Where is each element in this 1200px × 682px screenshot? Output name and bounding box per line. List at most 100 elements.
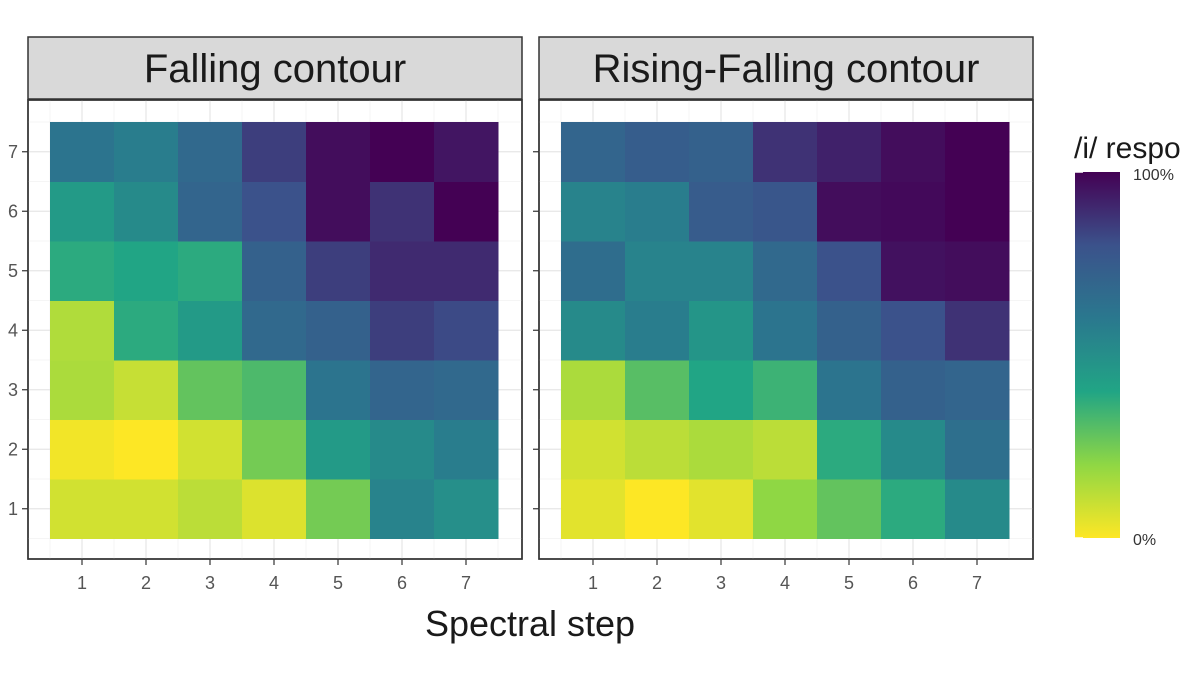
heatmap-tile [370,479,435,539]
heatmap-tile [945,241,1010,301]
heatmap-tile [434,419,499,480]
colorbar-legend: /i/ respo 100% 0% [1074,132,1181,549]
x-tick-label: 6 [397,573,407,593]
heatmap-tile [881,241,946,301]
legend-min-label: 0% [1133,532,1156,549]
heatmap-tile [881,181,946,242]
heatmap-tile [306,300,371,361]
heatmap-tile [689,419,754,480]
y-tick-label: 1 [8,499,18,519]
strip-falling-contour [27,36,523,100]
heatmap-tile [242,300,307,361]
heatmap-tile [561,241,626,301]
heatmap-tile [881,479,946,539]
heatmap-tile [625,300,690,361]
heatmap-tile [434,479,499,539]
y-tick-label: 2 [8,439,18,459]
heatmap-tile [561,181,626,242]
panel-border [27,99,523,560]
heatmap-tile [945,360,1010,420]
heatmap-tile [434,300,499,361]
heatmap-tile [689,300,754,361]
x-tick-label: 5 [333,573,343,593]
heatmap-tile [689,241,754,301]
heatmap-tile [306,122,371,182]
strip-rising-falling-contour [538,36,1034,100]
heatmap-tile [114,479,179,539]
heatmap-tile [434,360,499,420]
heatmap-tile [50,300,115,361]
heatmap-tile [178,241,243,301]
heatmap-tile [50,419,115,480]
heatmap-tile [881,360,946,420]
heatmap-tile [881,300,946,361]
heatmap-tile [178,360,243,420]
heatmap-tile [945,122,1010,182]
heatmap-tile [434,122,499,182]
panel-border [538,99,1034,560]
heatmap-tile [561,419,626,480]
colorbar-ticks [1075,171,1083,539]
heatmap-tile [242,241,307,301]
x-tick-label: 5 [844,573,854,593]
heatmap-tile [242,122,307,182]
heatmap-tile [817,181,882,242]
x-tick-label: 4 [780,573,790,593]
heatmap-tiles-rising-falling [538,99,1034,560]
heatmap-tile [306,360,371,420]
heatmap-tile [242,360,307,420]
heatmap-tile [306,181,371,242]
heatmap-tile [370,360,435,420]
heatmap-tile [50,479,115,539]
heatmap-tile [689,360,754,420]
heatmap-tile [753,419,818,480]
heatmap-tile [817,360,882,420]
heatmap-tile [561,300,626,361]
heatmap-tile [178,181,243,242]
heatmap-tile [178,479,243,539]
heatmap-tile [753,181,818,242]
panel-title-falling-contour: Falling contour [144,47,406,91]
heatmap-tile [178,300,243,361]
x-tick-label: 1 [77,573,87,593]
heatmap-tile [50,181,115,242]
heatmap-tile [625,241,690,301]
y-tick-label: 7 [8,142,18,162]
heatmap-tile [370,241,435,301]
x-axis-title: Spectral step [425,603,635,644]
heatmap-tile [881,419,946,480]
heatmap-tile [114,360,179,420]
colorbar [1075,172,1120,538]
legend-title: /i/ respo [1074,132,1181,165]
heatmap-tile [242,479,307,539]
heatmap-tile [625,479,690,539]
panel-title-rising-falling-contour: Rising-Falling contour [593,47,980,91]
y-axis-ticks: 1 2 3 4 5 6 7 [8,142,28,519]
heatmap-tile [945,479,1010,539]
y-tick-label: 5 [8,261,18,281]
heatmap-tile [689,479,754,539]
heatmap-tile [242,419,307,480]
heatmap-tile [561,479,626,539]
heatmap-tile [817,479,882,539]
heatmap-tile [561,360,626,420]
heatmap-tile [689,181,754,242]
x-tick-label: 4 [269,573,279,593]
panel-rising-falling-contour: Rising-Falling contour 1 2 3 4 5 6 7 [533,36,1034,593]
heatmap-tile [817,300,882,361]
heatmap-tile [114,122,179,182]
heatmap-tile [625,181,690,242]
heatmap-tile [753,360,818,420]
heatmap-tile [945,419,1010,480]
heatmap-tile [434,241,499,301]
heatmap-tile [434,181,499,242]
heatmap-tile [242,181,307,242]
x-tick-label: 1 [588,573,598,593]
y-tick-label: 4 [8,320,18,340]
heatmap-tile [881,122,946,182]
heatmap-tile [306,419,371,480]
heatmap-tile [753,300,818,361]
x-tick-label: 2 [652,573,662,593]
heatmap-tile [625,419,690,480]
heatmap-tile [753,122,818,182]
